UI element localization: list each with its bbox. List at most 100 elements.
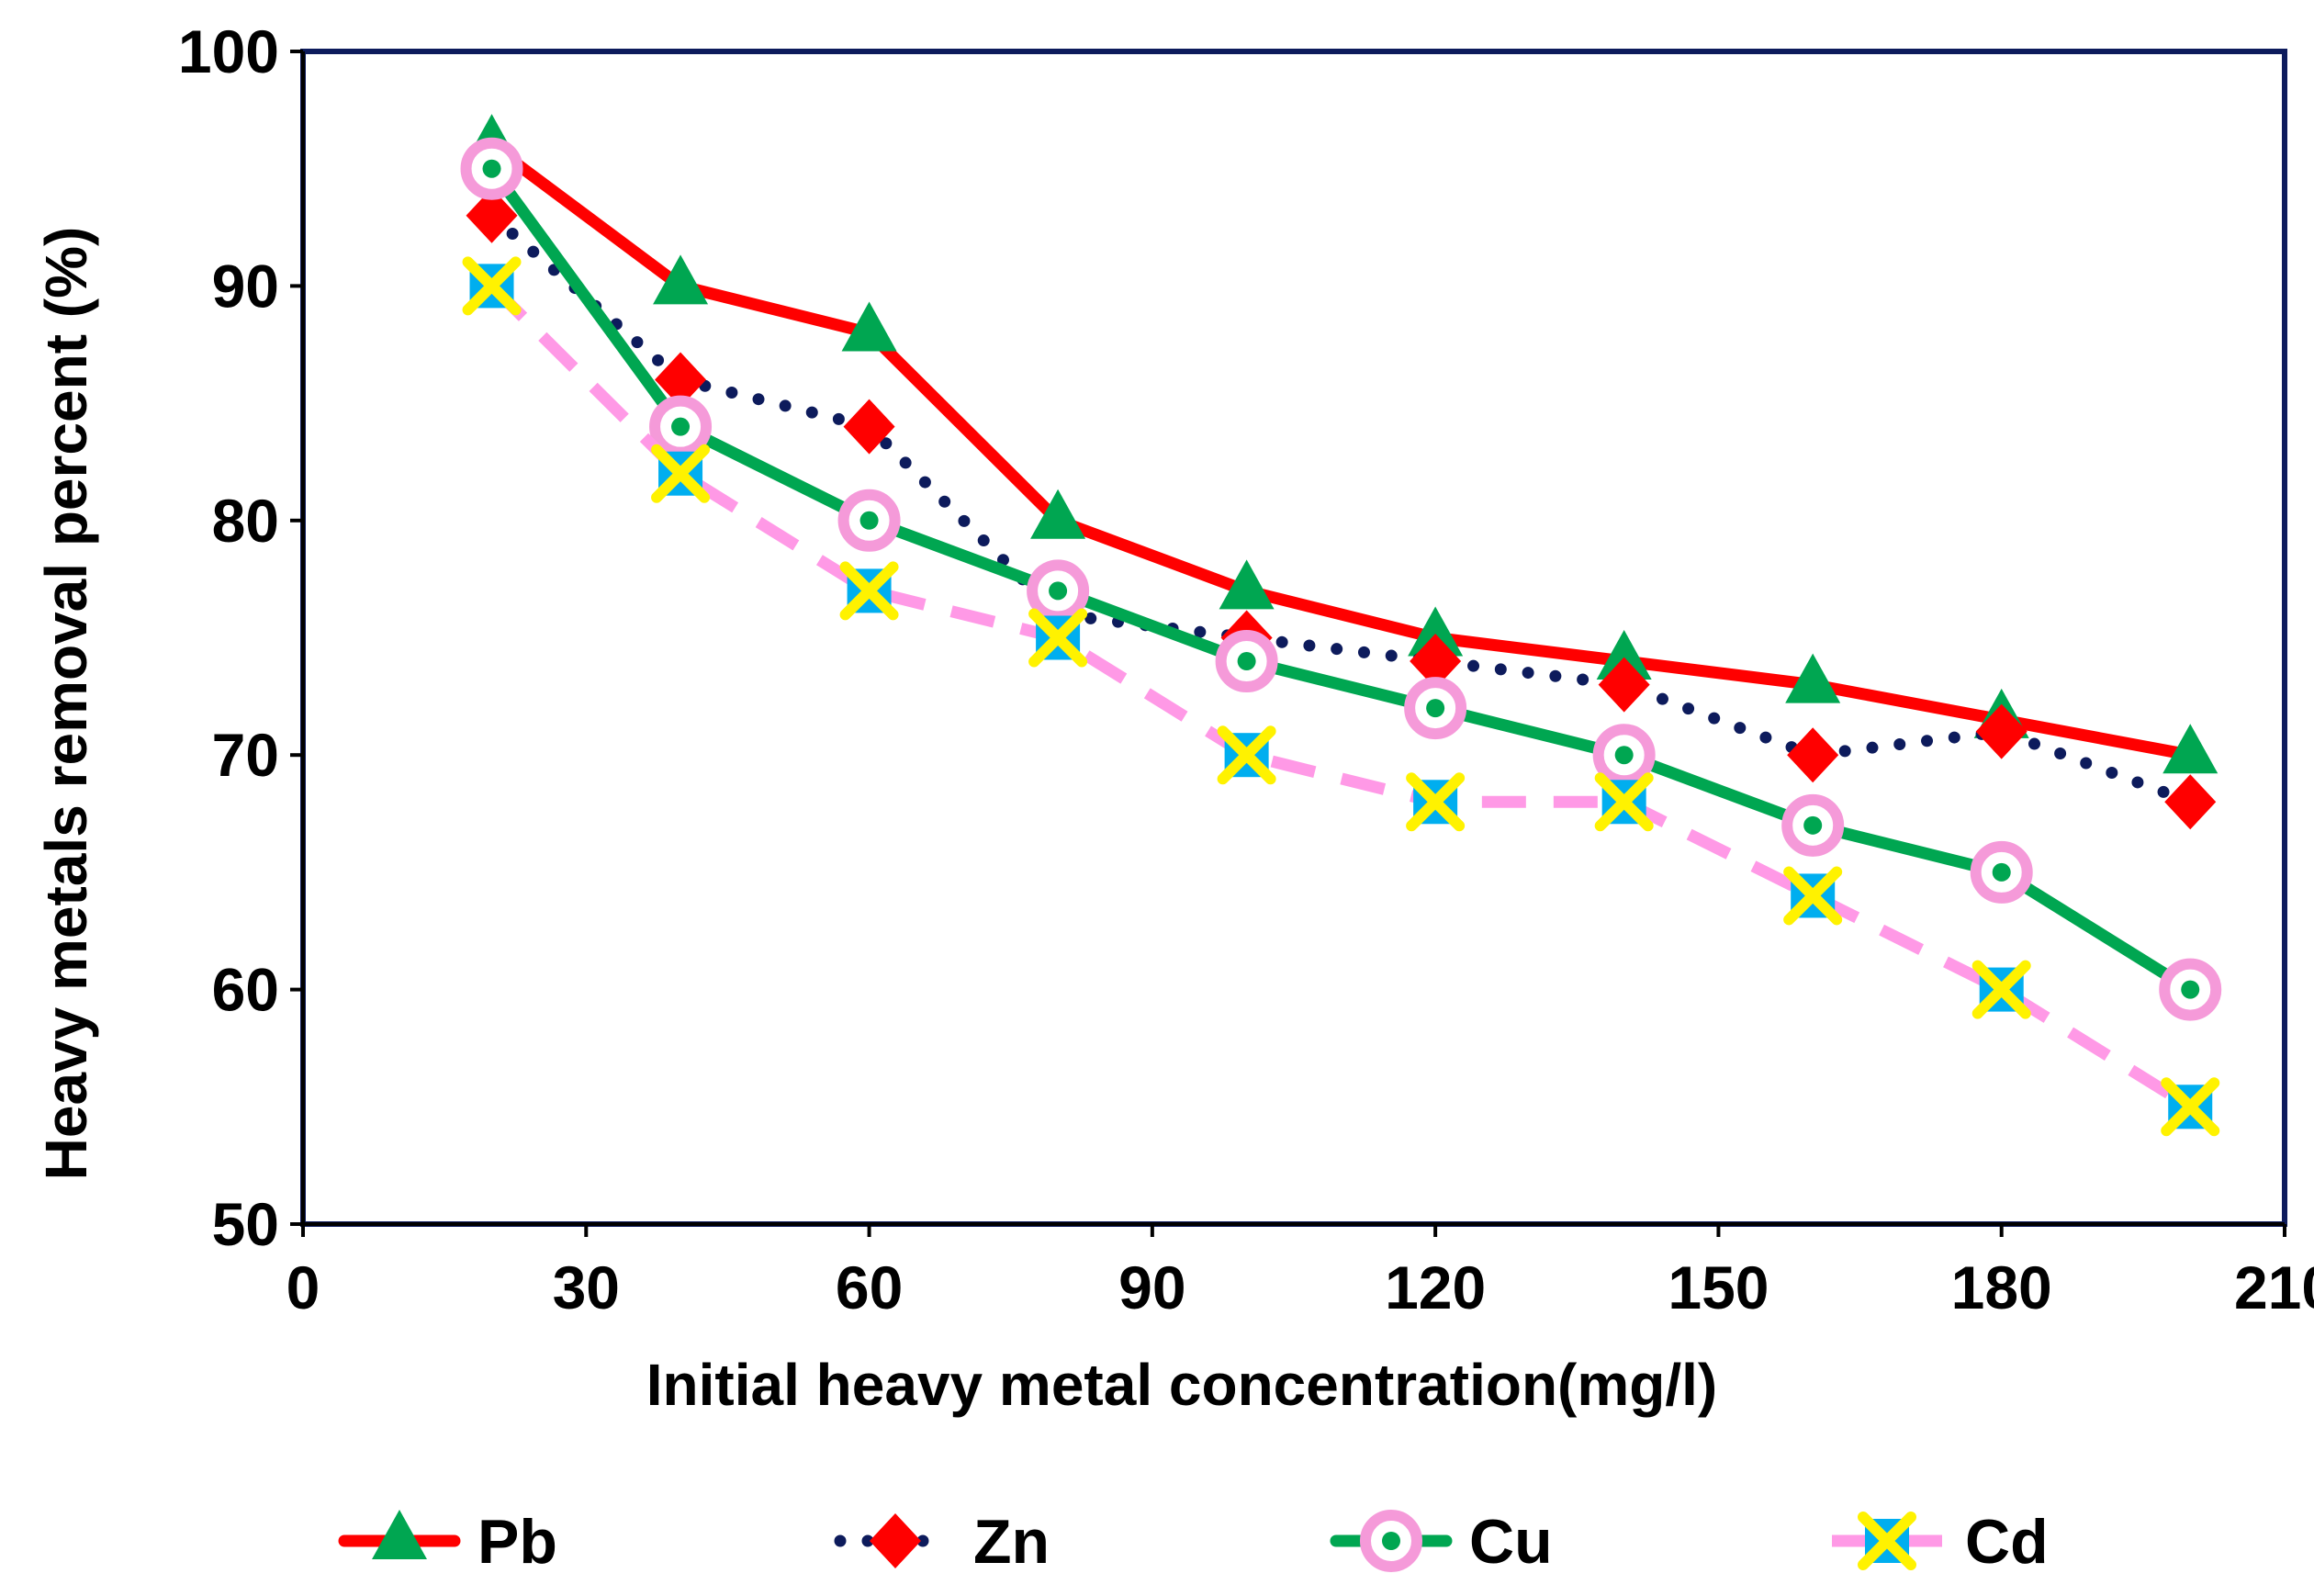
- legend-item-pb: Pb: [338, 1507, 557, 1577]
- legend-item-zn: Zn: [834, 1507, 1050, 1577]
- x-tick-label: 60: [836, 1253, 903, 1321]
- x-marker: [1217, 725, 1276, 785]
- x-tick-label: 150: [1668, 1253, 1769, 1321]
- ring-center-dot: [671, 417, 691, 436]
- data-point-zn: [466, 187, 518, 243]
- y-tick-label: 90: [212, 252, 279, 320]
- triangle-marker: [841, 301, 897, 352]
- data-point-cd: [1217, 725, 1276, 785]
- triangle-marker: [2162, 724, 2219, 774]
- series-line-cu: [486, 163, 2196, 996]
- data-point-cd: [1783, 866, 1843, 926]
- data-point-cd: [651, 444, 711, 503]
- ring-center-dot: [482, 159, 501, 178]
- triangle-marker: [372, 1510, 427, 1559]
- triangle-marker: [1408, 606, 1464, 657]
- data-point-cu: [837, 489, 901, 552]
- legend-label: Pb: [477, 1507, 557, 1577]
- axes-layer: 50 60 70 80 90 100 0 30 60 90 120 150 180 210: [178, 17, 2314, 1321]
- data-point-cd: [462, 256, 522, 316]
- x-marker: [1406, 772, 1466, 832]
- data-point-zn: [1410, 634, 1462, 690]
- data-point-pb: [1596, 630, 1652, 680]
- series-line-pb: [486, 139, 2196, 761]
- triangle-marker: [1219, 559, 1275, 610]
- x-tick-label: 30: [553, 1253, 620, 1321]
- data-point-cu: [1970, 840, 2033, 904]
- diamond-marker: [655, 352, 707, 408]
- data-point-cu: [649, 395, 713, 458]
- legend-label: Cd: [1965, 1507, 2049, 1577]
- ring-center-dot: [1426, 699, 1445, 718]
- data-point-cd: [1028, 608, 1088, 668]
- ring-center-dot: [1992, 862, 2011, 882]
- legend-label: Zn: [973, 1507, 1050, 1577]
- x-marker: [1028, 608, 1088, 668]
- data-point-zn: [1598, 657, 1650, 713]
- ring-center-dot: [1049, 581, 1068, 601]
- x-marker: [1858, 1512, 1916, 1570]
- legend-marker: [1360, 1510, 1422, 1572]
- diamond-marker: [1598, 657, 1650, 713]
- ring-center-dot: [1803, 815, 1823, 835]
- y-tick-label: 80: [212, 487, 279, 555]
- diamond-marker: [843, 399, 895, 455]
- data-point-cd: [1971, 960, 2031, 1019]
- legend-item-cd: Cd: [1832, 1507, 2049, 1577]
- ring-center-dot: [2181, 980, 2200, 999]
- x-marker: [1783, 866, 1843, 926]
- data-point-zn: [843, 399, 895, 455]
- x-marker: [839, 561, 899, 621]
- ring-center-dot: [1614, 746, 1634, 765]
- triangle-marker: [1596, 630, 1652, 680]
- data-point-zn: [1787, 727, 1839, 783]
- data-point-zn: [1975, 703, 2028, 759]
- data-point-cu: [1404, 677, 1467, 740]
- x-axis-title: Initial heavy metal concentration(mg/l): [646, 1352, 1717, 1418]
- data-point-pb: [2162, 724, 2219, 774]
- legend-label: Cu: [1469, 1507, 1553, 1577]
- legend-marker: [372, 1510, 427, 1559]
- data-point-cu: [1215, 630, 1278, 693]
- series-layer: [460, 114, 2222, 1137]
- data-point-zn: [2164, 774, 2217, 830]
- legend-marker: [1858, 1512, 1916, 1570]
- x-marker: [2161, 1077, 2220, 1137]
- y-tick-label: 50: [212, 1190, 279, 1258]
- data-point-pb: [1219, 559, 1275, 610]
- series-line-zn: [486, 209, 2196, 808]
- y-tick-label: 100: [178, 17, 279, 85]
- y-tick-label: 70: [212, 721, 279, 789]
- data-point-pb: [1030, 489, 1086, 539]
- ring-center-dot: [1382, 1532, 1400, 1550]
- x-tick-label: 120: [1385, 1253, 1486, 1321]
- x-tick-label: 210: [2234, 1253, 2314, 1321]
- data-point-pb: [653, 254, 709, 305]
- series-line-cd: [487, 281, 2194, 1112]
- data-point-cd: [1406, 772, 1466, 832]
- triangle-marker: [1785, 653, 1841, 703]
- diamond-marker: [466, 187, 518, 243]
- ring-center-dot: [859, 511, 879, 530]
- y-tick-label: 60: [212, 956, 279, 1024]
- x-tick-label: 180: [1951, 1253, 2052, 1321]
- x-tick-label: 90: [1118, 1253, 1185, 1321]
- data-point-cd: [839, 561, 899, 621]
- diamond-marker: [1410, 634, 1462, 690]
- data-point-pb: [1408, 606, 1464, 657]
- data-point-cu: [1781, 793, 1845, 857]
- x-tick-label: 0: [286, 1253, 320, 1321]
- data-point-cu: [460, 137, 523, 200]
- triangle-marker: [1030, 489, 1086, 539]
- y-axis-title: Heavy metals removal percent (%): [33, 227, 99, 1181]
- x-marker: [1971, 960, 2031, 1019]
- x-marker: [651, 444, 711, 503]
- data-point-cu: [1027, 559, 1090, 623]
- diamond-marker: [1975, 703, 2028, 759]
- diamond-marker: [1787, 727, 1839, 783]
- data-point-pb: [1785, 653, 1841, 703]
- legend: Pb Zn Cu Cd: [338, 1507, 2049, 1577]
- data-point-pb: [841, 301, 897, 352]
- diamond-marker: [870, 1513, 921, 1568]
